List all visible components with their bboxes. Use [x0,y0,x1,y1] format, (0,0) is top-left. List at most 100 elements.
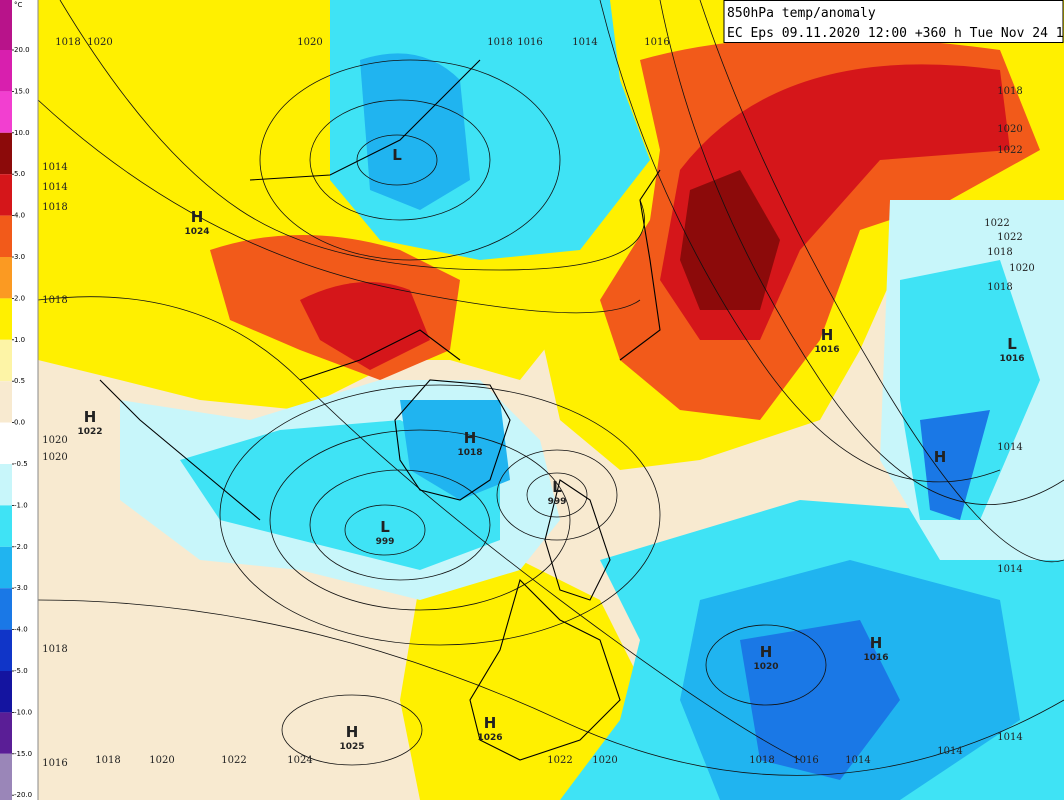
isobar-label: 1022 [997,145,1022,156]
isobar [659,0,1064,505]
coastline [469,578,621,761]
pressure-center-value: 1016 [863,653,888,663]
pressure-center-kind: H [934,448,947,466]
pressure-center-value: 1020 [753,662,778,672]
legend-label: 10.0 [14,129,30,137]
isobar [344,504,426,556]
title-line-2: EC Eps 09.11.2020 12:00 +360 h Tue Nov 2… [727,26,1064,41]
pressure-center-value: 1018 [457,448,482,458]
pressure-center-value: 1016 [999,354,1024,364]
pressure-center-value: 1025 [339,742,364,752]
isobar-label: 1014 [572,37,597,48]
legend-label: 0.0 [14,419,25,427]
warm-anomaly [300,282,430,370]
legend-swatch [0,215,12,257]
isobar-label: 1018 [55,37,80,48]
pressure-center-kind: H [464,429,477,447]
cold-region [360,53,470,211]
pressure-center-value: 1026 [477,733,502,743]
isobar-label: 1014 [997,442,1022,453]
coastline [394,379,511,501]
pressure-center-kind: L [392,146,402,164]
pressure-center-kind: H [484,714,497,732]
isobars [38,0,1064,776]
isobar-label: 1014 [997,564,1022,575]
title-line-1: 850hPa temp/anomaly [727,6,876,21]
isobar-labels: 1018 1020 1020 1018 1016 1014 1016 1018 1020 1022… [42,37,1034,769]
isobar [599,0,1001,483]
legend-swatch [0,174,12,216]
legend-label: -1.0 [14,501,28,509]
cold-region [400,400,510,500]
isobar-label: 1014 [997,732,1022,743]
isobar [309,99,491,221]
warm-anomaly [680,170,780,310]
isobar-label: 1020 [592,755,617,766]
pressure-center-kind: H [191,208,204,226]
isobar [38,99,641,314]
isobar-label: 1018 [749,755,774,766]
isobar-label: 1020 [42,452,67,463]
isobar [705,624,827,706]
coastline [299,329,461,381]
legend-label: 2.0 [14,294,25,302]
legend-swatch [0,0,12,50]
legend-label: 3.0 [14,253,25,261]
pressure-center-kind: H [346,723,359,741]
isobar [38,599,1064,776]
coastlines [99,59,661,761]
pressure-center-kind: L [1007,335,1017,353]
legend-label: -4.0 [14,626,28,634]
legend-label: -0.5 [14,460,28,468]
isobar-label: 1024 [287,755,312,766]
legend-label: -2.0 [14,543,28,551]
cold-region [920,410,990,520]
color-legend: °C 20.0 15.0 10.0 5.0 4.0 3.0 2.0 1.0 0.5 0.0 -0.5… [0,0,39,800]
isobar-label: 1020 [1009,263,1034,274]
isobar-label: 1018 [997,86,1022,97]
isobar-label: 1022 [547,755,572,766]
isobar [309,469,491,581]
isobar [269,429,571,611]
pressure-center-kind: H [821,326,834,344]
legend-swatch [0,381,12,423]
title-box: 850hPa temp/anomaly EC Eps 09.11.2020 12… [723,0,1064,43]
isobar [496,449,618,541]
title-background [723,0,1064,43]
isobar-label: 1022 [984,218,1009,229]
isobar [281,694,423,766]
isobar-label: 1016 [793,755,818,766]
isobar-label: 1014 [937,746,962,757]
pressure-center-value: 999 [548,497,567,507]
pressure-center-kind: H [760,643,773,661]
pressure-center-value: 1016 [814,345,839,355]
isobar-label: 1014 [42,162,67,173]
isobar [526,472,588,518]
legend-swatch [0,629,12,671]
isobar-label: 1016 [644,37,669,48]
isobar-label: 1022 [997,232,1022,243]
legend-label: 4.0 [14,212,25,220]
isobar-label: 1018 [42,644,67,655]
isobar [59,0,645,271]
map-area: 1018 1020 1020 1018 1016 1014 1016 1018 1020 1022… [38,0,1064,800]
pressure-center-value: 999 [376,537,395,547]
legend-label: 0.5 [14,377,25,385]
legend-label: -3.0 [14,584,28,592]
coastline [249,59,481,181]
legend-swatch [0,257,12,299]
isobar-label: 1018 [987,282,1012,293]
isobar-label: 1018 [42,295,67,306]
legend-swatch [0,588,12,630]
legend-label: 20.0 [14,46,30,54]
legend-label: 5.0 [14,170,25,178]
coastline [99,379,261,521]
isobar-label: 1018 [42,202,67,213]
legend-swatch [0,671,12,713]
legend-label: -5.0 [14,667,28,675]
legend-swatch [0,132,12,175]
pressure-center-kind: H [870,634,883,652]
isobar-label: 1020 [297,37,322,48]
legend-swatch [0,505,12,547]
